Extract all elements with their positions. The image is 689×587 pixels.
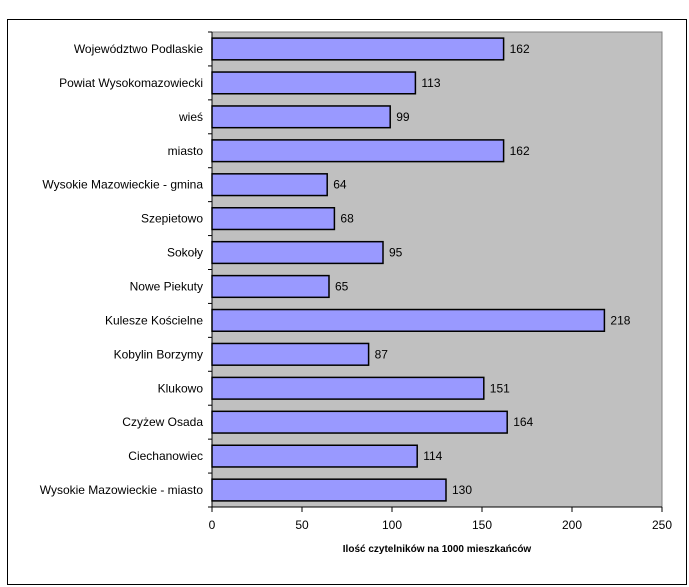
category-label: Województwo Podlaskie — [74, 42, 204, 56]
bar — [211, 240, 384, 265]
category-label: Wysokie Mazowieckie - gmina — [42, 178, 203, 192]
bar — [211, 410, 508, 434]
bar — [211, 308, 606, 332]
category-label: Klukowo — [158, 381, 204, 395]
bar — [211, 173, 328, 197]
x-tick-label: 250 — [652, 518, 672, 532]
value-label: 68 — [340, 212, 354, 226]
x-tick-label: 150 — [472, 518, 492, 532]
bar — [211, 376, 485, 400]
value-label: 87 — [375, 347, 389, 361]
x-tick-label: 100 — [382, 518, 402, 532]
value-label: 64 — [333, 178, 347, 192]
category-label: Sokoły — [167, 246, 203, 260]
value-labels: 162 113 99 162 64 68 95 65 218 87 151 164 114 130 — [333, 42, 631, 497]
category-labels: Województwo Podlaskie Powiat Wysokomazowi… — [40, 42, 204, 497]
plot-area — [211, 31, 663, 508]
value-label: 218 — [610, 313, 630, 327]
category-label: Wysokie Mazowieckie - miasto — [40, 483, 204, 497]
bar — [211, 71, 417, 95]
category-label: Powiat Wysokomazowiecki — [59, 76, 203, 90]
x-tick-label: 0 — [209, 518, 216, 532]
bar — [211, 139, 505, 163]
value-label: 113 — [421, 76, 440, 90]
value-label: 65 — [335, 279, 349, 293]
bar — [211, 478, 447, 502]
value-label: 164 — [513, 415, 533, 429]
category-label: Nowe Piekuty — [130, 279, 203, 293]
category-label: miasto — [168, 144, 204, 158]
value-label: 95 — [389, 246, 403, 260]
category-label: Czyżew Osada — [122, 415, 203, 429]
bars-group — [211, 37, 606, 502]
value-label: 130 — [452, 483, 472, 497]
category-label: Ciechanowiec — [128, 449, 203, 463]
bar — [211, 444, 418, 468]
category-label: Kulesze Kościelne — [105, 313, 203, 327]
value-label: 162 — [510, 42, 530, 56]
x-tick-label: 200 — [562, 518, 582, 532]
category-label: Szepietowo — [141, 212, 203, 226]
x-axis: 0 50 100 150 200 250 — [208, 31, 672, 532]
bar — [211, 274, 330, 299]
bar — [211, 105, 391, 129]
value-label: 151 — [490, 381, 510, 395]
value-label: 114 — [423, 449, 442, 463]
category-label: wieś — [178, 110, 203, 124]
category-label: Kobylin Borzymy — [114, 347, 203, 361]
bar — [211, 207, 336, 231]
value-label: 99 — [396, 110, 410, 124]
value-label: 162 — [510, 144, 530, 158]
bar — [211, 37, 505, 61]
bar — [211, 342, 370, 366]
x-tick-label: 50 — [295, 518, 309, 532]
x-axis-title: Ilość czytelników na 1000 mieszkańców — [343, 544, 532, 555]
